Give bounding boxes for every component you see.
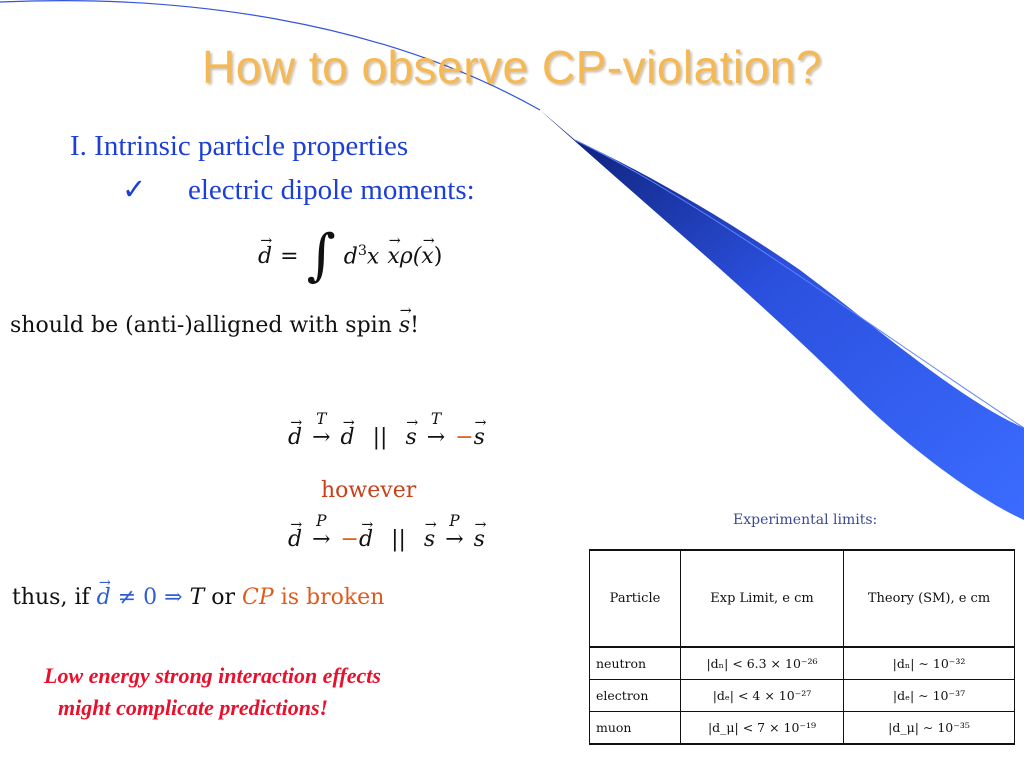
- experimental-limits-table: Particle Exp Limit, e cm Theory (SM), e …: [589, 549, 1015, 745]
- warning-note: Low energy strong interaction effects mi…: [44, 660, 381, 724]
- equals-sign: =: [280, 243, 299, 269]
- dipole-vector: d: [258, 244, 272, 269]
- integrand: xρ(x): [387, 244, 442, 269]
- spin-alignment-line: should be (anti-)alligned with spin s!: [10, 313, 419, 338]
- exp-limit-cell: |d_μ| < 7 × 10⁻¹⁹: [680, 711, 844, 745]
- conclusion-line: thus, if d ≠ 0 ⇒ T or CP is broken: [12, 585, 384, 610]
- however-text: however: [321, 478, 417, 503]
- warning-line-2: might complicate predictions!: [58, 695, 329, 720]
- dipole-equation: d = ∫ d3x xρ(x): [258, 228, 442, 284]
- particle-cell: muon: [589, 711, 681, 745]
- table-row: electron |dₑ| < 4 × 10⁻²⁷ |dₑ| ∼ 10⁻³⁷: [589, 679, 1015, 712]
- particle-cell: neutron: [589, 646, 681, 680]
- table-row: neutron |dₙ| < 6.3 × 10⁻²⁶ |dₙ| ∼ 10⁻³²: [589, 646, 1015, 680]
- parity-equation: d P→ −d || s P→ s: [288, 512, 485, 552]
- particle-cell: electron: [589, 679, 681, 712]
- theory-cell: |dₑ| ∼ 10⁻³⁷: [843, 679, 1015, 712]
- time-reversal-equation: d T→ d || s T→ −s: [288, 410, 485, 450]
- bullet-intrinsic-properties: I. Intrinsic particle properties: [70, 130, 409, 162]
- limits-caption: Experimental limits:: [733, 512, 878, 528]
- table-row: muon |d_μ| < 7 × 10⁻¹⁹ |d_μ| ∼ 10⁻³⁵: [589, 711, 1015, 745]
- checkmark-icon: ✓: [122, 174, 147, 206]
- measure: d3x: [343, 242, 380, 270]
- theory-cell: |dₙ| ∼ 10⁻³²: [843, 646, 1015, 680]
- column-header: Particle: [589, 550, 681, 648]
- exp-limit-cell: |dₑ| < 4 × 10⁻²⁷: [680, 679, 844, 712]
- bullet-electric-dipole: ✓ electric dipole moments:: [122, 172, 475, 207]
- integral-sign: ∫: [306, 223, 336, 288]
- warning-line-1: Low energy strong interaction effects: [44, 663, 381, 688]
- column-header: Theory (SM), e cm: [843, 550, 1015, 648]
- bullet-text: electric dipole moments:: [188, 174, 475, 206]
- column-header: Exp Limit, e cm: [680, 550, 844, 648]
- theory-cell: |d_μ| ∼ 10⁻³⁵: [843, 711, 1015, 745]
- slide-title: How to observe CP-violation?: [202, 41, 822, 93]
- exp-limit-cell: |dₙ| < 6.3 × 10⁻²⁶: [680, 646, 844, 680]
- table-header-row: Particle Exp Limit, e cm Theory (SM), e …: [589, 550, 1015, 648]
